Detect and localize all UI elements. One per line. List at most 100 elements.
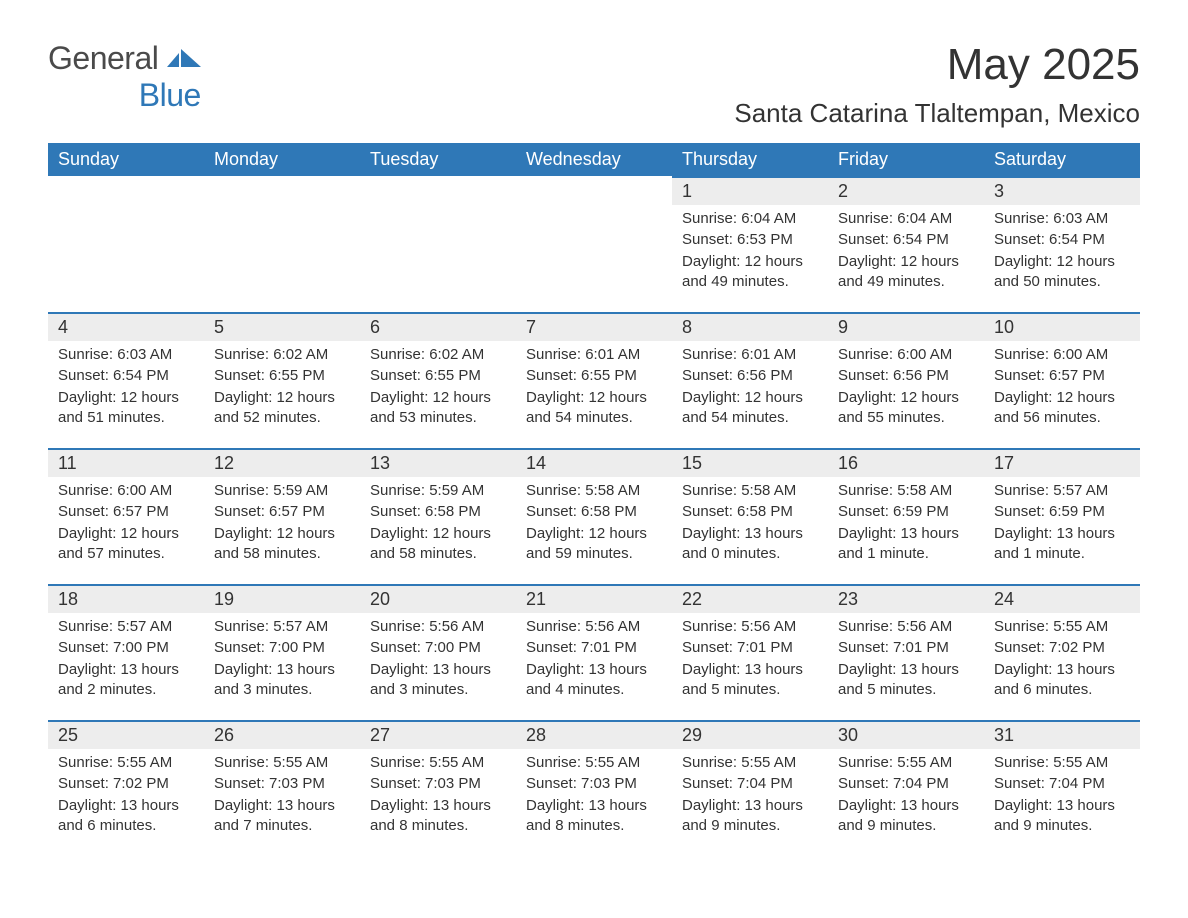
daylight-text: Daylight: 12 hours and 49 minutes. — [682, 252, 818, 293]
calendar-day-cell: 17Sunrise: 5:57 AMSunset: 6:59 PMDayligh… — [984, 448, 1140, 584]
sunset-text: Sunset: 6:55 PM — [370, 366, 506, 386]
sunset-text: Sunset: 6:58 PM — [682, 502, 818, 522]
daylight-text: Daylight: 12 hours and 57 minutes. — [58, 524, 194, 565]
day-details: Sunrise: 5:56 AMSunset: 7:00 PMDaylight:… — [360, 613, 516, 707]
calendar-day-cell — [204, 176, 360, 312]
calendar-table: SundayMondayTuesdayWednesdayThursdayFrid… — [48, 143, 1140, 856]
day-number: 2 — [828, 176, 984, 205]
sunset-text: Sunset: 6:54 PM — [838, 230, 974, 250]
sunset-text: Sunset: 6:53 PM — [682, 230, 818, 250]
sunrise-text: Sunrise: 5:56 AM — [838, 617, 974, 637]
calendar-day-cell — [516, 176, 672, 312]
sunset-text: Sunset: 7:01 PM — [682, 638, 818, 658]
sunrise-text: Sunrise: 5:55 AM — [838, 753, 974, 773]
sunset-text: Sunset: 6:58 PM — [526, 502, 662, 522]
day-number: 17 — [984, 448, 1140, 477]
sunset-text: Sunset: 6:59 PM — [838, 502, 974, 522]
sunrise-text: Sunrise: 5:55 AM — [994, 617, 1130, 637]
sunrise-text: Sunrise: 6:01 AM — [526, 345, 662, 365]
sunrise-text: Sunrise: 5:55 AM — [370, 753, 506, 773]
day-details: Sunrise: 5:55 AMSunset: 7:02 PMDaylight:… — [48, 749, 204, 843]
page-header: General Blue May 2025 Santa Catarina Tla… — [48, 40, 1140, 129]
daylight-text: Daylight: 13 hours and 5 minutes. — [838, 660, 974, 701]
sunset-text: Sunset: 7:04 PM — [838, 774, 974, 794]
day-number: 1 — [672, 176, 828, 205]
day-number: 31 — [984, 720, 1140, 749]
day-number: 23 — [828, 584, 984, 613]
calendar-day-cell: 18Sunrise: 5:57 AMSunset: 7:00 PMDayligh… — [48, 584, 204, 720]
daylight-text: Daylight: 12 hours and 55 minutes. — [838, 388, 974, 429]
day-details: Sunrise: 5:55 AMSunset: 7:04 PMDaylight:… — [672, 749, 828, 843]
sunrise-text: Sunrise: 6:04 AM — [838, 209, 974, 229]
day-details: Sunrise: 6:00 AMSunset: 6:57 PMDaylight:… — [48, 477, 204, 571]
day-number: 24 — [984, 584, 1140, 613]
sunset-text: Sunset: 7:01 PM — [838, 638, 974, 658]
daylight-text: Daylight: 12 hours and 52 minutes. — [214, 388, 350, 429]
day-details: Sunrise: 5:57 AMSunset: 7:00 PMDaylight:… — [204, 613, 360, 707]
brand-logo: General Blue — [48, 40, 201, 114]
day-details: Sunrise: 6:02 AMSunset: 6:55 PMDaylight:… — [204, 341, 360, 435]
daylight-text: Daylight: 12 hours and 50 minutes. — [994, 252, 1130, 293]
daylight-text: Daylight: 12 hours and 54 minutes. — [682, 388, 818, 429]
sunrise-text: Sunrise: 5:57 AM — [214, 617, 350, 637]
calendar-day-cell: 29Sunrise: 5:55 AMSunset: 7:04 PMDayligh… — [672, 720, 828, 856]
sunset-text: Sunset: 7:02 PM — [58, 774, 194, 794]
calendar-day-cell: 2Sunrise: 6:04 AMSunset: 6:54 PMDaylight… — [828, 176, 984, 312]
weekday-header: Friday — [828, 143, 984, 176]
calendar-day-cell: 22Sunrise: 5:56 AMSunset: 7:01 PMDayligh… — [672, 584, 828, 720]
sunset-text: Sunset: 7:03 PM — [370, 774, 506, 794]
calendar-day-cell — [360, 176, 516, 312]
day-number: 22 — [672, 584, 828, 613]
calendar-day-cell: 20Sunrise: 5:56 AMSunset: 7:00 PMDayligh… — [360, 584, 516, 720]
weekday-header: Monday — [204, 143, 360, 176]
day-number: 19 — [204, 584, 360, 613]
sunset-text: Sunset: 6:57 PM — [994, 366, 1130, 386]
day-details: Sunrise: 6:01 AMSunset: 6:56 PMDaylight:… — [672, 341, 828, 435]
calendar-day-cell: 24Sunrise: 5:55 AMSunset: 7:02 PMDayligh… — [984, 584, 1140, 720]
weekday-header: Sunday — [48, 143, 204, 176]
day-number: 29 — [672, 720, 828, 749]
month-title: May 2025 — [734, 40, 1140, 90]
day-number: 7 — [516, 312, 672, 341]
sunset-text: Sunset: 6:57 PM — [214, 502, 350, 522]
daylight-text: Daylight: 13 hours and 0 minutes. — [682, 524, 818, 565]
day-details: Sunrise: 6:04 AMSunset: 6:53 PMDaylight:… — [672, 205, 828, 299]
calendar-day-cell: 13Sunrise: 5:59 AMSunset: 6:58 PMDayligh… — [360, 448, 516, 584]
sunset-text: Sunset: 7:04 PM — [682, 774, 818, 794]
sunrise-text: Sunrise: 6:02 AM — [214, 345, 350, 365]
day-number: 28 — [516, 720, 672, 749]
sunrise-text: Sunrise: 5:55 AM — [58, 753, 194, 773]
daylight-text: Daylight: 12 hours and 59 minutes. — [526, 524, 662, 565]
calendar-week-row: 4Sunrise: 6:03 AMSunset: 6:54 PMDaylight… — [48, 312, 1140, 448]
calendar-day-cell: 26Sunrise: 5:55 AMSunset: 7:03 PMDayligh… — [204, 720, 360, 856]
sunrise-text: Sunrise: 5:57 AM — [994, 481, 1130, 501]
logo-word-2: Blue — [139, 77, 201, 113]
sunset-text: Sunset: 7:02 PM — [994, 638, 1130, 658]
sunrise-text: Sunrise: 6:00 AM — [58, 481, 194, 501]
sunrise-text: Sunrise: 6:03 AM — [58, 345, 194, 365]
daylight-text: Daylight: 13 hours and 1 minute. — [994, 524, 1130, 565]
daylight-text: Daylight: 12 hours and 58 minutes. — [214, 524, 350, 565]
calendar-day-cell: 25Sunrise: 5:55 AMSunset: 7:02 PMDayligh… — [48, 720, 204, 856]
calendar-day-cell: 8Sunrise: 6:01 AMSunset: 6:56 PMDaylight… — [672, 312, 828, 448]
daylight-text: Daylight: 13 hours and 9 minutes. — [682, 796, 818, 837]
daylight-text: Daylight: 13 hours and 3 minutes. — [214, 660, 350, 701]
daylight-text: Daylight: 13 hours and 9 minutes. — [994, 796, 1130, 837]
sunset-text: Sunset: 6:54 PM — [58, 366, 194, 386]
day-number: 15 — [672, 448, 828, 477]
sunset-text: Sunset: 7:04 PM — [994, 774, 1130, 794]
day-details: Sunrise: 6:04 AMSunset: 6:54 PMDaylight:… — [828, 205, 984, 299]
calendar-day-cell: 19Sunrise: 5:57 AMSunset: 7:00 PMDayligh… — [204, 584, 360, 720]
sunrise-text: Sunrise: 5:57 AM — [58, 617, 194, 637]
daylight-text: Daylight: 13 hours and 9 minutes. — [838, 796, 974, 837]
daylight-text: Daylight: 13 hours and 5 minutes. — [682, 660, 818, 701]
calendar-day-cell: 9Sunrise: 6:00 AMSunset: 6:56 PMDaylight… — [828, 312, 984, 448]
logo-word-1: General — [48, 40, 158, 76]
calendar-day-cell: 11Sunrise: 6:00 AMSunset: 6:57 PMDayligh… — [48, 448, 204, 584]
day-details: Sunrise: 6:01 AMSunset: 6:55 PMDaylight:… — [516, 341, 672, 435]
day-details: Sunrise: 6:03 AMSunset: 6:54 PMDaylight:… — [48, 341, 204, 435]
day-number: 3 — [984, 176, 1140, 205]
weekday-header: Wednesday — [516, 143, 672, 176]
sunset-text: Sunset: 7:01 PM — [526, 638, 662, 658]
calendar-day-cell: 7Sunrise: 6:01 AMSunset: 6:55 PMDaylight… — [516, 312, 672, 448]
